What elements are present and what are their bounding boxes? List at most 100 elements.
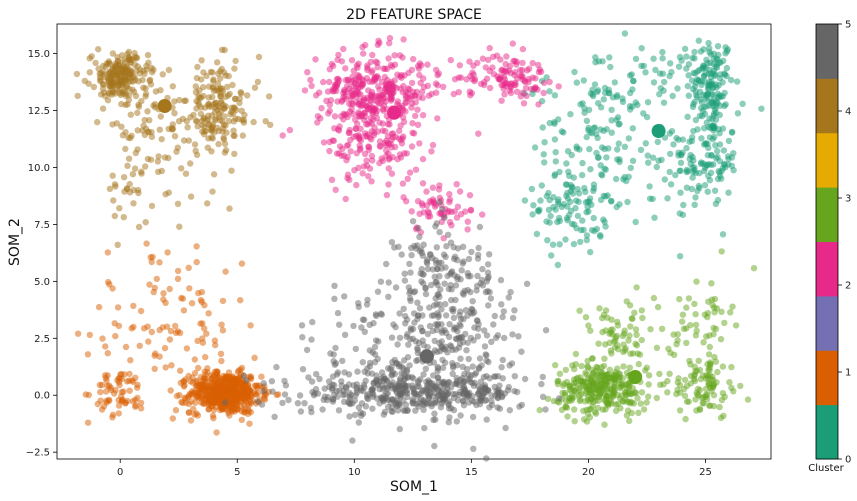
- scatter-point-cluster-5: [674, 386, 681, 394]
- scatter-point-cluster-7: [410, 400, 417, 407]
- scatter-point-cluster-0: [629, 125, 636, 132]
- scatter-point-cluster-3: [503, 53, 510, 60]
- colorbar-segment: [816, 350, 838, 406]
- scatter-point-cluster-6: [130, 88, 138, 96]
- scatter-point-cluster-3: [429, 141, 437, 149]
- centroid-cluster-5: [628, 370, 643, 384]
- scatter-point-cluster-3: [414, 106, 421, 113]
- scatter-point-cluster-0: [586, 145, 593, 153]
- scatter-point-cluster-6: [108, 68, 115, 76]
- scatter-point-cluster-7: [406, 295, 414, 302]
- scatter-point-cluster-7: [501, 334, 508, 342]
- scatter-point-cluster-7: [538, 380, 545, 388]
- scatter-point-cluster-5: [568, 393, 575, 400]
- scatter-point-cluster-0: [725, 137, 733, 145]
- scatter-point-cluster-7: [484, 386, 491, 394]
- scatter-point-cluster-0: [696, 169, 703, 177]
- scatter-point-cluster-7: [388, 408, 395, 415]
- scatter-point-cluster-0: [613, 116, 620, 124]
- scatter-point-cluster-7: [488, 338, 495, 345]
- scatter-point-cluster-7: [469, 363, 476, 370]
- scatter-point-cluster-7: [436, 199, 443, 206]
- scatter-point-cluster-0: [677, 159, 685, 166]
- scatter-point-cluster-3: [327, 97, 335, 104]
- scatter-point-cluster-0: [632, 55, 640, 63]
- scatter-point-cluster-1: [219, 327, 227, 334]
- scatter-point-cluster-7: [405, 341, 412, 348]
- scatter-point-cluster-5: [706, 372, 713, 379]
- scatter-point-cluster-3: [394, 100, 401, 108]
- scatter-point-cluster-0: [604, 192, 611, 199]
- scatter-point-cluster-1: [238, 260, 246, 267]
- scatter-point-cluster-0: [712, 142, 719, 149]
- scatter-point-cluster-6: [165, 66, 173, 74]
- scatter-point-cluster-1: [245, 394, 252, 402]
- scatter-point-cluster-6: [129, 171, 137, 178]
- scatter-point-cluster-7: [542, 406, 549, 413]
- scatter-point-cluster-0: [552, 158, 559, 165]
- scatter-point-cluster-5: [718, 396, 726, 404]
- scatter-point-cluster-0: [537, 197, 544, 204]
- scatter-point-cluster-5: [658, 325, 666, 332]
- scatter-point-cluster-0: [528, 185, 536, 193]
- scatter-point-cluster-0: [716, 130, 723, 137]
- scatter-point-cluster-3: [522, 84, 530, 92]
- scatter-point-cluster-7: [313, 370, 320, 378]
- scatter-point-cluster-3: [415, 65, 423, 72]
- scatter-point-cluster-7: [441, 214, 448, 221]
- scatter-point-cluster-0: [714, 153, 721, 161]
- scatter-point-cluster-7: [383, 260, 390, 268]
- scatter-point-cluster-3: [500, 85, 507, 92]
- scatter-point-cluster-6: [209, 93, 216, 101]
- scatter-point-cluster-3: [364, 121, 371, 128]
- scatter-point-cluster-1: [218, 357, 225, 365]
- scatter-point-cluster-0: [674, 85, 681, 92]
- scatter-point-cluster-7: [362, 403, 370, 410]
- scatter-point-cluster-3: [407, 95, 414, 102]
- scatter-point-cluster-7: [394, 341, 401, 348]
- scatter-point-cluster-5: [714, 368, 721, 376]
- cluster-centroids: [157, 99, 666, 398]
- scatter-point-cluster-0: [554, 198, 562, 206]
- scatter-point-cluster-5: [602, 406, 609, 413]
- scatter-point-cluster-0: [590, 214, 597, 222]
- scatter-point-cluster-7: [451, 272, 458, 279]
- scatter-point-cluster-7: [299, 334, 306, 341]
- scatter-point-cluster-3: [486, 84, 494, 92]
- scatter-point-cluster-7: [459, 260, 466, 267]
- centroid-cluster-3: [387, 105, 402, 120]
- scatter-point-cluster-0: [643, 113, 651, 121]
- scatter-point-cluster-5: [643, 364, 651, 371]
- scatter-point-cluster-5: [638, 336, 645, 344]
- scatter-point-cluster-7: [396, 425, 403, 433]
- scatter-point-cluster-5: [681, 376, 689, 384]
- scatter-point-cluster-3: [326, 66, 333, 73]
- scatter-point-cluster-7: [358, 324, 365, 331]
- scatter-point-cluster-1: [173, 392, 181, 400]
- scatter-point-cluster-0: [638, 45, 645, 52]
- scatter-point-cluster-0: [691, 48, 698, 56]
- scatter-point-cluster-7: [424, 381, 431, 389]
- scatter-point-cluster-7: [499, 356, 506, 364]
- scatter-point-cluster-0: [711, 133, 718, 141]
- scatter-point-cluster-5: [631, 309, 638, 316]
- scatter-point-cluster-1: [201, 325, 208, 332]
- scatter-point-cluster-7: [431, 400, 438, 407]
- scatter-point-cluster-7: [500, 308, 507, 315]
- scatter-point-cluster-7: [417, 246, 425, 253]
- scatter-point-cluster-7: [511, 307, 518, 314]
- scatter-point-cluster-0: [590, 92, 597, 100]
- scatter-point-cluster-7: [483, 352, 490, 359]
- scatter-point-cluster-0: [571, 68, 578, 76]
- scatter-point-cluster-0: [629, 157, 637, 164]
- scatter-point-cluster-5: [653, 394, 660, 402]
- scatter-point-cluster-7: [507, 288, 514, 296]
- scatter-point-cluster-7: [491, 312, 498, 320]
- scatter-point-cluster-3: [423, 188, 430, 195]
- scatter-point-cluster-3: [524, 67, 531, 74]
- scatter-point-cluster-0: [588, 226, 596, 234]
- scatter-point-cluster-3: [379, 127, 386, 134]
- scatter-point-cluster-5: [623, 412, 631, 419]
- scatter-point-cluster-6: [232, 95, 239, 103]
- scatter-point-cluster-1: [247, 373, 255, 380]
